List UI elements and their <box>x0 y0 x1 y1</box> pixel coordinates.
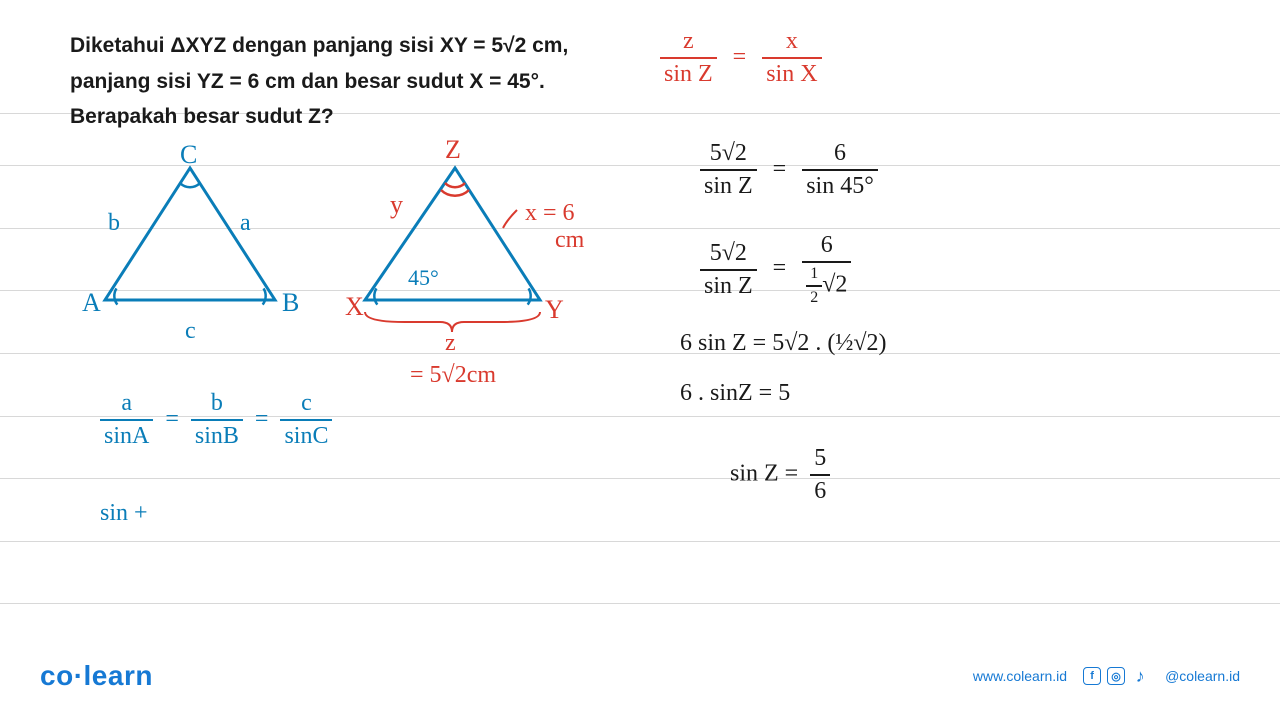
footer-url: www.colearn.id <box>973 668 1067 684</box>
vertex-x-label: X <box>345 292 364 322</box>
side-z-value: = 5√2cm <box>410 362 496 389</box>
angle-x-label: 45° <box>408 265 439 291</box>
vertex-z-label: Z <box>445 135 461 165</box>
problem-line-2: panjang sisi YZ = 6 cm dan besar sudut X… <box>70 64 1210 100</box>
sin-plus-note: sin + <box>100 500 148 527</box>
vertex-b-label: B <box>282 288 299 318</box>
calc-step-2: 5√2sin Z = 6 12√2 <box>700 232 851 307</box>
colearn-logo: co·learn <box>40 660 153 692</box>
side-c-label: c <box>185 318 196 345</box>
facebook-icon: f <box>1083 667 1101 685</box>
instagram-icon: ◎ <box>1107 667 1125 685</box>
vertex-c-label: C <box>180 140 197 170</box>
social-icons: f ◎ ♪ <box>1083 667 1149 685</box>
triangle-abc-diagram <box>75 150 305 340</box>
calc-step-3: 6 sin Z = 5√2 . (½√2) <box>680 330 887 357</box>
side-y-label: y <box>390 190 403 220</box>
side-a-label: a <box>240 210 251 237</box>
vertex-a-label: A <box>82 288 101 318</box>
problem-statement: Diketahui ΔXYZ dengan panjang sisi XY = … <box>70 28 1210 135</box>
law-of-sines: asinA = bsinB = csinC <box>100 390 332 450</box>
footer: co·learn www.colearn.id f ◎ ♪ @colearn.i… <box>40 660 1240 692</box>
side-z-label: z <box>445 330 456 357</box>
calc-step-1: 5√2sin Z = 6sin 45° <box>700 140 878 200</box>
problem-line-1: Diketahui ΔXYZ dengan panjang sisi XY = … <box>70 28 1210 64</box>
tiktok-icon: ♪ <box>1131 667 1149 685</box>
side-x-label: x = 6 cm <box>525 200 584 254</box>
calc-step-4: 6 . sinZ = 5 <box>680 380 790 407</box>
problem-line-3: Berapakah besar sudut Z? <box>70 99 1210 135</box>
calc-step-5: sin Z = 56 <box>730 445 830 505</box>
eq-top: zsin Z = xsin X <box>660 28 822 88</box>
footer-handle: @colearn.id <box>1165 668 1240 684</box>
vertex-y-label: Y <box>545 295 564 325</box>
side-b-label: b <box>108 210 120 237</box>
